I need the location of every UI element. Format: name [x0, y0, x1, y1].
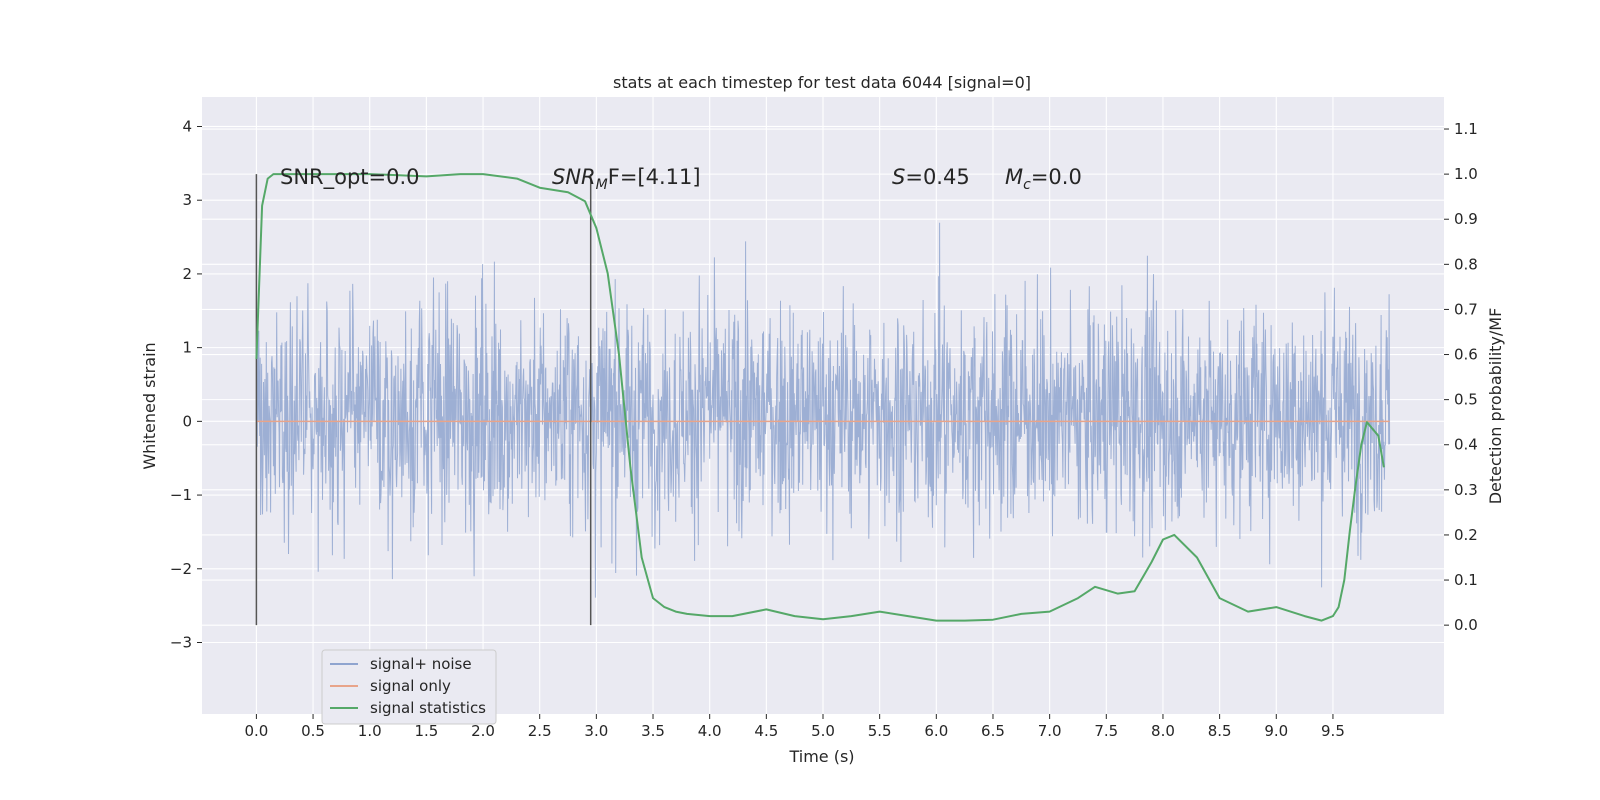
y2-tick-label: 0.3 — [1454, 481, 1478, 499]
signal-noise-line — [255, 222, 1391, 598]
signal-statistics-series — [255, 173, 1385, 622]
y2-tick-label: 0.7 — [1454, 300, 1478, 318]
y-tick-label: 4 — [182, 117, 192, 135]
x-tick-label: 1.0 — [358, 722, 382, 740]
y-tick-label: −3 — [170, 633, 192, 651]
y2-tick-label: 0.8 — [1454, 255, 1478, 273]
x-tick-label: 0.0 — [244, 722, 268, 740]
y-tick-label: 2 — [182, 265, 192, 283]
x-tick-label: 8.0 — [1151, 722, 1175, 740]
annotation-snr-mf: SNRMF=[4.11] — [552, 165, 701, 193]
y2-tick-label: 0.5 — [1454, 391, 1478, 409]
x-axis: 0.0 0.5 1.0 1.5 2.0 2.5 3.0 3.5 4.0 4.5 5.0 5.5 6.0 6… — [244, 714, 1345, 740]
y-axis-right: 1.1 1.0 0.9 0.8 0.7 0.6 0.5 0.4 0.3 0.2 0.1 0.0 — [1444, 120, 1478, 634]
legend-label-signal-statistics: signal statistics — [370, 699, 486, 717]
y2-tick-label: 1.1 — [1454, 120, 1478, 138]
x-tick-label: 7.0 — [1038, 722, 1062, 740]
y2-tick-label: 0.1 — [1454, 571, 1478, 589]
x-axis-label: Time (s) — [788, 747, 854, 766]
y2-tick-label: 0.6 — [1454, 346, 1478, 364]
annotation-s: S=0.45 — [892, 165, 970, 189]
y2-axis-label: Detection probability/MF — [1486, 308, 1505, 505]
y-tick-label: −1 — [170, 486, 192, 504]
annotation-mc: Mc=0.0 — [1005, 165, 1082, 193]
y-tick-label: 1 — [182, 339, 192, 357]
y2-tick-label: 0.4 — [1454, 436, 1478, 454]
overlay-lines — [255, 174, 1390, 626]
x-tick-label: 5.0 — [811, 722, 835, 740]
x-tick-label: 7.5 — [1094, 722, 1118, 740]
x-tick-label: 4.0 — [698, 722, 722, 740]
y-axis-label: Whitened strain — [140, 342, 159, 469]
x-tick-label: 9.5 — [1321, 722, 1345, 740]
x-tick-label: 9.0 — [1264, 722, 1288, 740]
y-tick-label: 3 — [182, 191, 192, 209]
y-axis-left: 4 3 2 1 0 −1 −2 −3 — [170, 117, 202, 651]
legend-label-signal-only: signal only — [370, 677, 451, 695]
y2-tick-label: 0.0 — [1454, 616, 1478, 634]
x-tick-label: 2.0 — [471, 722, 495, 740]
signal-statistics-line — [255, 173, 1385, 622]
x-tick-label: 3.0 — [584, 722, 608, 740]
y-tick-label: −2 — [170, 560, 192, 578]
x-tick-label: 2.5 — [528, 722, 552, 740]
x-tick-label: 4.5 — [754, 722, 778, 740]
x-tick-label: 3.5 — [641, 722, 665, 740]
y-tick-label: 0 — [182, 412, 192, 430]
y2-tick-label: 1.0 — [1454, 165, 1478, 183]
y2-tick-label: 0.9 — [1454, 210, 1478, 228]
chart-title: stats at each timestep for test data 604… — [613, 73, 1031, 92]
x-tick-label: 0.5 — [301, 722, 325, 740]
x-tick-label: 5.5 — [868, 722, 892, 740]
legend-label-signal-noise: signal+ noise — [370, 655, 472, 673]
signal-noise-series — [255, 222, 1391, 598]
x-tick-label: 6.5 — [981, 722, 1005, 740]
legend: signal+ noise signal only signal statist… — [321, 649, 497, 725]
annotation-snr-opt: SNR_opt=0.0 — [280, 165, 420, 190]
y2-tick-label: 0.2 — [1454, 526, 1478, 544]
x-tick-label: 6.0 — [924, 722, 948, 740]
x-tick-label: 1.5 — [414, 722, 438, 740]
legend-box — [321, 649, 497, 725]
x-tick-label: 8.5 — [1208, 722, 1232, 740]
